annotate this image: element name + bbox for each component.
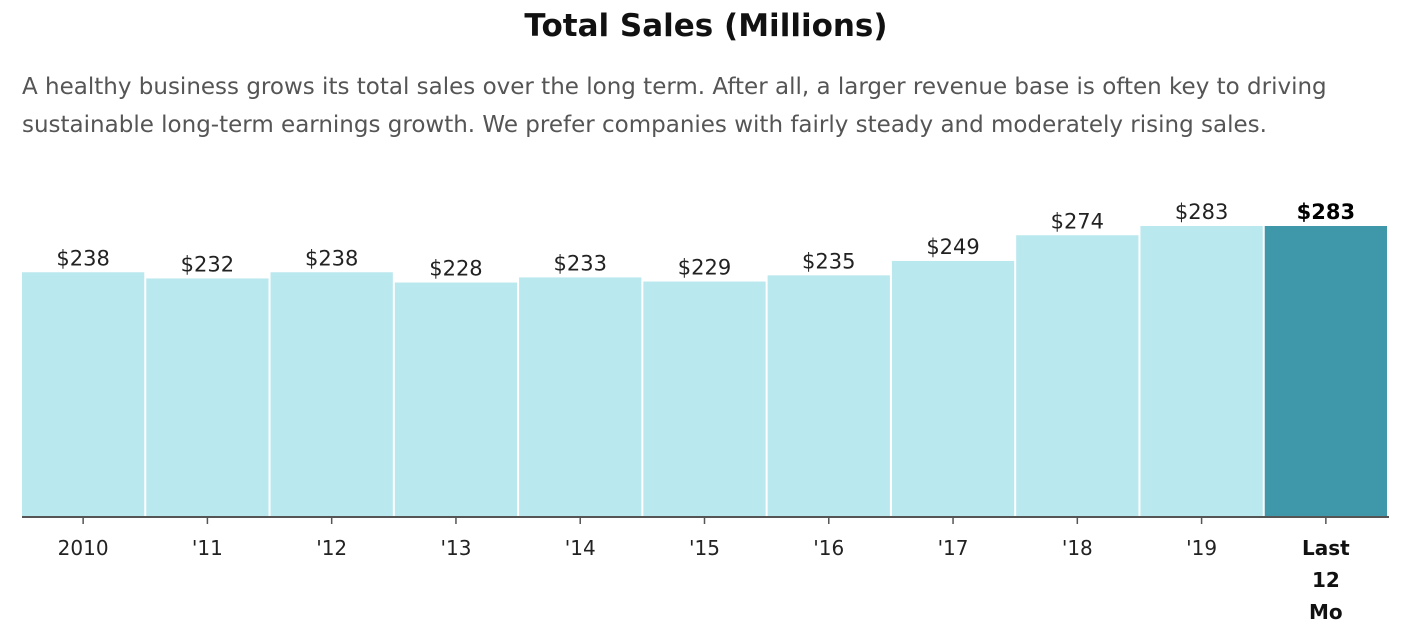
bar-4 xyxy=(519,277,642,517)
category-label-5: '15 xyxy=(689,536,720,560)
value-label-7: $249 xyxy=(926,235,979,259)
category-label-3: '13 xyxy=(440,536,471,560)
bar-1 xyxy=(146,278,269,517)
bar-2 xyxy=(270,272,393,517)
value-label-4: $233 xyxy=(554,251,607,275)
category-label-10: Last 12 Mo xyxy=(1302,536,1350,624)
value-label-0: $238 xyxy=(56,246,109,270)
x-ticks-group xyxy=(82,517,1327,524)
category-label-6: '16 xyxy=(813,536,844,560)
category-label-8: '18 xyxy=(1062,536,1093,560)
bar-0 xyxy=(22,272,145,517)
category-labels-group: 2010 '11 '12 '13 '14 '15 '16 '17 '18 '19 Last 12 Mo xyxy=(58,536,1350,624)
category-label-7: '17 xyxy=(938,536,969,560)
value-label-10: $283 xyxy=(1297,200,1355,224)
bar-7 xyxy=(891,260,1015,517)
value-labels-group: $238 $232 $238 $228 $233 $229 $235 $249 $274 $283… xyxy=(56,200,1355,281)
bar-9 xyxy=(1140,226,1263,517)
bar-3 xyxy=(394,282,518,517)
category-label-0: 2010 xyxy=(58,536,109,560)
category-label-2: '12 xyxy=(316,536,347,560)
category-label-4: '14 xyxy=(565,536,596,560)
value-label-2: $238 xyxy=(305,246,358,270)
value-label-3: $228 xyxy=(429,257,482,281)
bars-group xyxy=(22,226,1387,517)
category-label-9: '19 xyxy=(1186,536,1217,560)
value-label-5: $229 xyxy=(678,256,731,280)
value-label-9: $283 xyxy=(1175,200,1228,224)
bar-5 xyxy=(643,281,766,517)
value-label-8: $274 xyxy=(1051,209,1104,233)
category-label-1: '11 xyxy=(192,536,223,560)
bar-10 xyxy=(1264,226,1387,517)
chart-title: Total Sales (Millions) xyxy=(524,8,888,44)
value-label-1: $232 xyxy=(181,252,234,276)
bar-6 xyxy=(767,275,890,517)
bar-8 xyxy=(1016,235,1139,517)
value-label-6: $235 xyxy=(802,249,855,273)
chart-subtitle: A healthy business grows its total sales… xyxy=(22,74,1327,138)
